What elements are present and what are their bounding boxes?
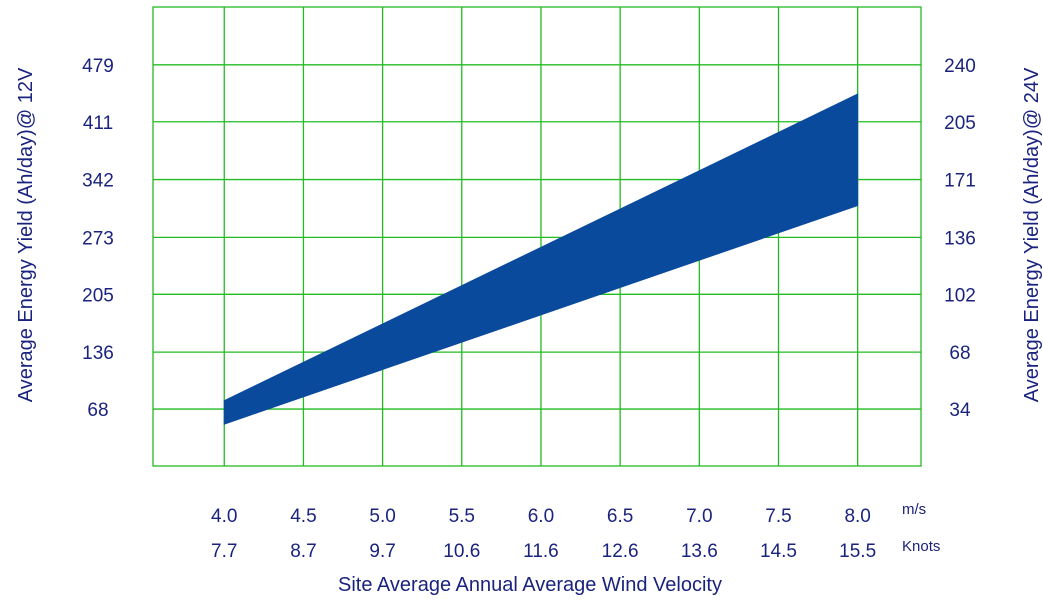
y-tick-label-left: 479: [82, 56, 114, 77]
y-tick-label-right: 240: [944, 56, 976, 77]
x-tick-label-ms: 7.0: [686, 506, 712, 527]
y-tick-label-right: 205: [944, 113, 976, 134]
y-tick-label-left: 205: [82, 285, 114, 306]
y-tick-label-left: 411: [83, 113, 113, 134]
y-tick-label-right: 34: [949, 400, 971, 421]
y-tick-label-right: 68: [949, 343, 970, 364]
x-tick-label-ms: 4.0: [211, 506, 237, 527]
x-unit-knots: Knots: [902, 538, 940, 555]
x-axis: 4.0 7.7 4.5 8.7 5.0 9.7 5.5 10.6 6.0 11.6 6.5 12.6 7…: [211, 506, 876, 562]
x-tick-label-knots: 11.6: [523, 541, 559, 562]
yield-band: [223, 93, 859, 425]
y-axis-left: 68 136 205 273 342 411 479: [82, 56, 114, 421]
x-tick-label-knots: 12.6: [602, 541, 639, 562]
y-axis-right-title: Average Energy Yield (Ah/day)@ 24V: [1021, 67, 1043, 402]
y-tick-label-right: 136: [944, 228, 976, 249]
y-axis-left-title: Average Energy Yield (Ah/day)@ 12V: [15, 67, 37, 402]
y-tick-label-right: 171: [944, 171, 976, 192]
x-tick-label-knots: 7.7: [211, 541, 237, 562]
y-tick-label-left: 136: [82, 343, 114, 364]
x-tick-label-knots: 10.6: [443, 541, 480, 562]
x-unit-ms: m/s: [902, 501, 926, 518]
plot-area: [223, 93, 859, 425]
x-tick-label-ms: 6.5: [607, 506, 633, 527]
x-tick-label-ms: 8.0: [844, 506, 870, 527]
y-tick-label-right: 102: [944, 285, 976, 306]
x-tick-label-ms: 7.5: [765, 506, 791, 527]
plot-frame: [152, 6, 922, 467]
x-tick-label-knots: 9.7: [369, 541, 395, 562]
x-tick-label-knots: 14.5: [760, 541, 797, 562]
y-tick-label-left: 342: [82, 171, 114, 192]
x-tick-label-knots: 13.6: [681, 541, 718, 562]
x-tick-label-knots: 15.5: [839, 541, 876, 562]
y-tick-label-left: 68: [87, 400, 108, 421]
x-tick-label-ms: 4.5: [290, 506, 316, 527]
x-tick-label-ms: 6.0: [528, 506, 554, 527]
x-tick-label-ms: 5.5: [449, 506, 475, 527]
x-tick-label-ms: 5.0: [369, 506, 395, 527]
x-axis-title: Site Average Annual Average Wind Velocit…: [338, 574, 722, 596]
y-tick-label-left: 273: [82, 228, 114, 249]
y-axis-right: 34 68 102 136 171 205 240: [944, 56, 976, 421]
x-tick-label-knots: 8.7: [290, 541, 316, 562]
